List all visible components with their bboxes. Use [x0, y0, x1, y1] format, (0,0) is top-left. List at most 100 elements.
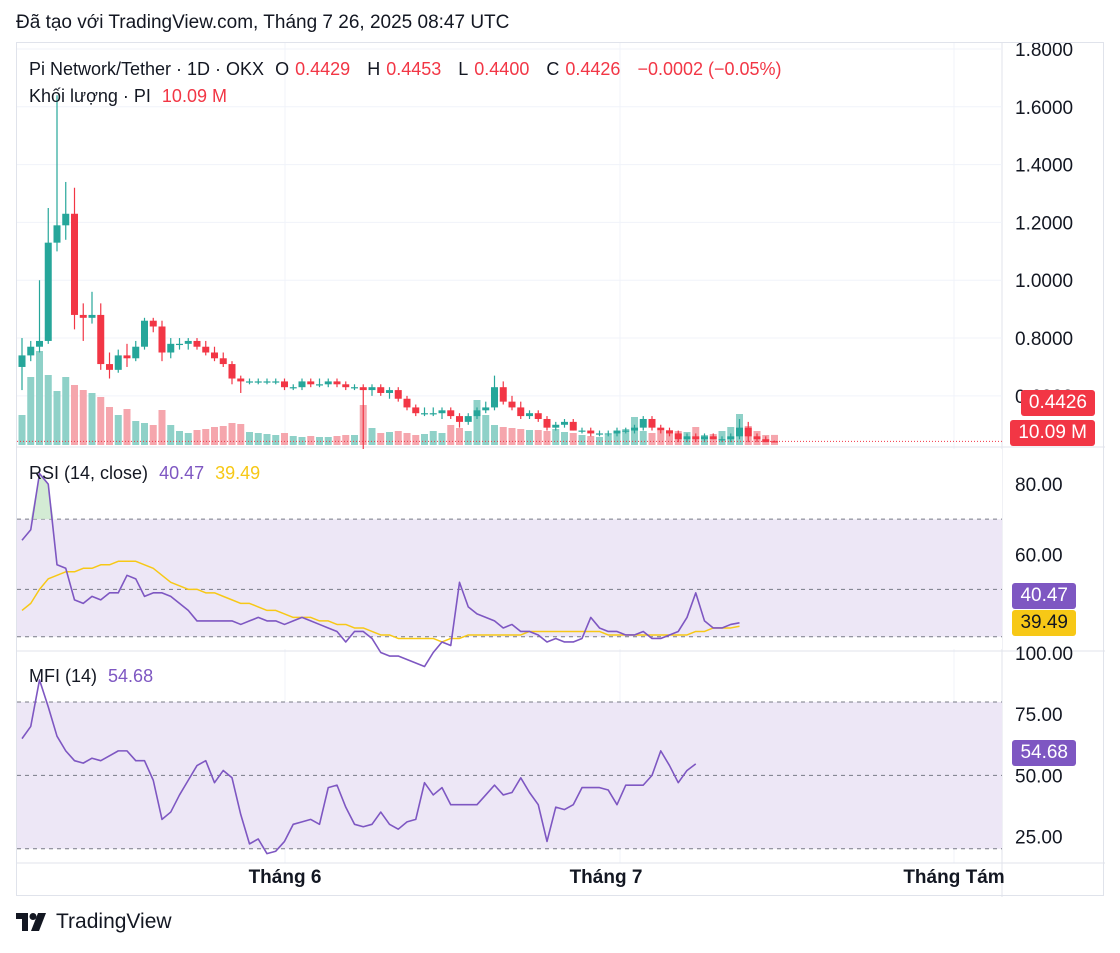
candle: [604, 430, 612, 437]
rsi-tick-label: 80.00: [1015, 475, 1063, 496]
candle-body: [44, 242, 52, 341]
rsi-line: [21, 472, 740, 668]
candle-body: [438, 410, 446, 414]
candle-body: [289, 387, 297, 389]
volume-bar: [394, 431, 402, 445]
candle: [368, 384, 376, 396]
candle: [263, 378, 271, 385]
tradingview-logo[interactable]: TradingView: [16, 910, 172, 934]
low-value: L 0.4400: [458, 59, 530, 79]
high-value: H 0.4453: [367, 59, 442, 79]
chart-frame[interactable]: 1.80001.60001.40001.20001.00000.80000.60…: [16, 42, 1105, 897]
rsi-tick-label: 60.00: [1015, 545, 1063, 566]
price-tick-label: 1.8000: [1015, 43, 1073, 61]
volume-label[interactable]: Khối lượng · PI: [29, 86, 151, 106]
volume-bar: [193, 430, 201, 445]
volume-bar: [499, 427, 507, 445]
candle-body: [97, 314, 105, 365]
candle: [613, 427, 621, 437]
volume-bar: [561, 432, 568, 445]
candle-body: [491, 387, 498, 408]
candle: [237, 375, 245, 393]
volume-bar: [316, 437, 323, 445]
candle: [692, 433, 700, 443]
candle-body: [71, 213, 78, 315]
volume-bar: [771, 434, 778, 445]
candle: [228, 361, 236, 385]
volume-bar: [97, 397, 105, 445]
candle-body: [771, 441, 778, 443]
candle: [473, 407, 481, 419]
candle-body: [176, 343, 183, 346]
volume-bar: [639, 431, 647, 445]
candle: [543, 416, 551, 431]
candle-body: [324, 381, 332, 385]
candle-body: [429, 413, 437, 415]
volume-bar: [569, 433, 577, 445]
candle-body: [368, 387, 376, 391]
candle: [184, 338, 192, 350]
candle: [193, 338, 201, 350]
volume-bar: [289, 436, 297, 445]
volume-bar: [508, 428, 516, 445]
candle: [674, 430, 682, 443]
volume-bar: [526, 430, 533, 445]
volume-bar: [88, 393, 96, 445]
volume-bar: [141, 423, 148, 445]
candle: [561, 418, 568, 428]
candle-body: [473, 410, 481, 417]
rsi-value: 40.47: [159, 463, 205, 483]
mfi-tick-label: 50.00: [1015, 766, 1063, 787]
candle: [53, 95, 61, 252]
candle: [438, 407, 446, 419]
volume-bar: [604, 435, 612, 445]
candle-body: [149, 320, 157, 327]
candle: [526, 410, 533, 419]
candle: [499, 381, 507, 405]
candle-body: [193, 340, 201, 347]
rsi-label[interactable]: RSI (14, close): [29, 463, 149, 483]
candle-body: [167, 343, 175, 353]
candle-body: [613, 430, 621, 434]
candle: [351, 384, 358, 391]
candle-body: [237, 378, 245, 382]
volume-bar: [123, 409, 131, 445]
rsi-ma-line: [21, 560, 740, 643]
volume-bar: [106, 407, 113, 445]
chart-canvas[interactable]: 1.80001.60001.40001.20001.00000.80000.60…: [17, 43, 1105, 897]
candle: [762, 436, 770, 443]
candle: [377, 384, 385, 396]
candle-body: [464, 416, 472, 422]
volume-bar: [552, 429, 560, 445]
candle: [464, 413, 472, 425]
rsi-ma-value: 39.49: [215, 463, 261, 483]
volume-bar: [114, 415, 122, 445]
time-tick-label: Tháng Tám: [903, 867, 1004, 888]
price-tag: 0.4426: [1020, 390, 1095, 416]
volume-bar: [62, 377, 70, 445]
candle-body: [499, 387, 507, 402]
candle-body: [753, 436, 761, 440]
candle-body: [228, 364, 236, 379]
volume-bar: [543, 431, 551, 445]
mfi-tick-label: 100.00: [1015, 644, 1073, 665]
candle-body: [263, 381, 271, 383]
candle: [771, 440, 778, 443]
rsi-ma-tag: 39.49: [1012, 610, 1076, 636]
candle: [149, 317, 157, 333]
volume-bar: [132, 421, 140, 445]
mfi-band: [17, 701, 1002, 849]
symbol-title[interactable]: Pi Network/Tether · 1D · OKX: [29, 59, 265, 79]
candle: [709, 433, 717, 440]
mfi-label[interactable]: MFI (14): [29, 666, 98, 686]
volume-bar: [666, 430, 673, 445]
candle: [158, 320, 166, 362]
volume-bar: [709, 434, 717, 445]
volume-value: 10.09 M: [161, 86, 227, 106]
candle-body: [692, 436, 700, 440]
candle: [97, 303, 105, 370]
mfi-value: 54.68: [108, 666, 154, 686]
candle-body: [36, 340, 43, 347]
volume-bar: [18, 415, 26, 445]
volume-bar: [176, 431, 183, 445]
